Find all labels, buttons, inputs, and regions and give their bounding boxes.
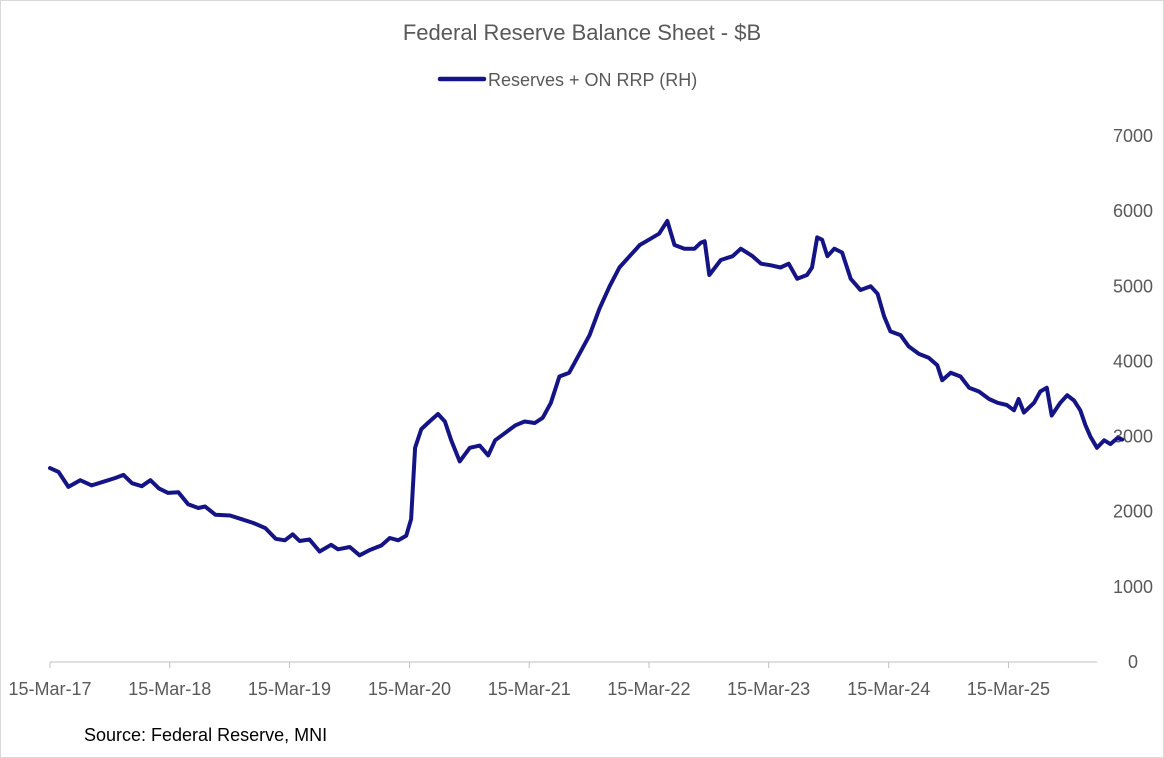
x-tick-label: 15-Mar-21 — [488, 679, 571, 699]
y-tick-label: 5000 — [1113, 276, 1153, 296]
y-tick-label: 2000 — [1113, 502, 1153, 522]
legend: Reserves + ON RRP (RH) — [437, 70, 697, 90]
x-tick-label: 15-Mar-24 — [847, 679, 930, 699]
series-line-reserves-on-rrp — [48, 218, 1125, 558]
series-group — [48, 218, 1125, 558]
y-tick-label: 7000 — [1113, 126, 1153, 146]
x-tick-label: 15-Mar-19 — [248, 679, 331, 699]
y-tick-label: 6000 — [1113, 201, 1153, 221]
x-axis: 15-Mar-17 15-Mar-18 15-Mar-19 15-Mar-20 15-M… — [8, 661, 1097, 699]
x-tick-label: 15-Mar-18 — [128, 679, 211, 699]
x-tick-label: 15-Mar-20 — [368, 679, 451, 699]
x-tick-label: 15-Mar-17 — [8, 679, 91, 699]
y-tick-label: 1000 — [1113, 577, 1153, 597]
x-tick-label: 15-Mar-25 — [967, 679, 1050, 699]
legend-label: Reserves + ON RRP (RH) — [488, 70, 697, 90]
chart-title: Federal Reserve Balance Sheet - $B — [403, 20, 761, 45]
x-tick-label: 15-Mar-22 — [607, 679, 690, 699]
y-tick-label: 4000 — [1113, 351, 1153, 371]
source-note: Source: Federal Reserve, MNI — [84, 725, 327, 745]
y-tick-label: 3000 — [1113, 427, 1153, 447]
y-axis: 0 1000 2000 3000 4000 5000 6000 7000 — [1113, 126, 1153, 672]
y-tick-label: 0 — [1128, 652, 1138, 672]
x-tick-label: 15-Mar-23 — [727, 679, 810, 699]
